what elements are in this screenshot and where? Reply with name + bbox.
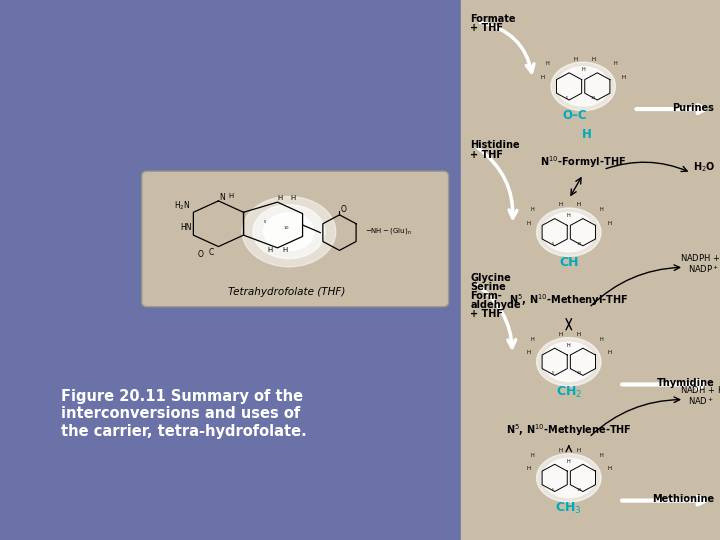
- Text: NADH + H$^+$: NADH + H$^+$: [680, 384, 720, 396]
- Text: + THF: + THF: [470, 309, 503, 320]
- Text: $_5$: $_5$: [565, 95, 569, 102]
- Text: CH: CH: [559, 256, 579, 269]
- Text: $\mathrm{H_2N}$: $\mathrm{H_2N}$: [174, 199, 191, 212]
- Text: HN: HN: [181, 222, 192, 232]
- Text: N: N: [220, 193, 225, 202]
- Text: H: H: [526, 350, 531, 355]
- Text: Methionine: Methionine: [652, 494, 714, 504]
- Text: H: H: [591, 57, 595, 62]
- Text: H: H: [577, 202, 581, 207]
- Text: NAD$^+$: NAD$^+$: [688, 395, 714, 407]
- Text: N$^{10}$-Formyl-THF: N$^{10}$-Formyl-THF: [540, 154, 626, 170]
- Text: Figure 20.11 Summary of the
interconversions and uses of
the carrier, tetra-hydr: Figure 20.11 Summary of the interconvers…: [61, 389, 307, 438]
- Text: H: H: [613, 61, 617, 66]
- Text: Form-: Form-: [470, 291, 502, 301]
- Circle shape: [264, 213, 314, 251]
- Text: + THF: + THF: [470, 150, 503, 160]
- Text: H: H: [559, 332, 563, 337]
- Text: H: H: [545, 61, 549, 66]
- FancyBboxPatch shape: [142, 171, 449, 307]
- Text: H: H: [531, 453, 534, 458]
- Text: Formate: Formate: [470, 14, 516, 24]
- Text: + THF: + THF: [470, 23, 503, 33]
- Text: H: H: [282, 247, 288, 253]
- Text: Tetrahydrofolate (THF): Tetrahydrofolate (THF): [228, 287, 345, 297]
- Text: H: H: [582, 129, 592, 141]
- Text: H: H: [577, 448, 581, 453]
- Text: Glycine: Glycine: [470, 273, 511, 283]
- Text: N$^5$, N$^{10}$-Methenyl-THF: N$^5$, N$^{10}$-Methenyl-THF: [509, 292, 629, 308]
- Circle shape: [551, 62, 616, 111]
- Text: H: H: [621, 75, 626, 80]
- Circle shape: [543, 458, 595, 497]
- Circle shape: [543, 342, 595, 381]
- Text: $_{10}$: $_{10}$: [576, 370, 582, 377]
- Text: Purines: Purines: [672, 103, 714, 112]
- Text: H: H: [290, 194, 295, 200]
- Text: Thymidine: Thymidine: [657, 378, 714, 388]
- Circle shape: [536, 338, 601, 386]
- Text: H: H: [607, 221, 611, 226]
- Text: H: H: [567, 343, 571, 348]
- Text: H: H: [599, 207, 603, 212]
- Text: H: H: [599, 453, 603, 458]
- Text: H: H: [559, 448, 563, 453]
- Text: H: H: [277, 194, 283, 200]
- Circle shape: [557, 67, 609, 106]
- Text: H: H: [559, 202, 563, 207]
- Text: H: H: [267, 247, 273, 253]
- Text: N$^5$, N$^{10}$-Methylene-THF: N$^5$, N$^{10}$-Methylene-THF: [506, 422, 631, 438]
- Circle shape: [253, 205, 325, 259]
- Text: Serine: Serine: [470, 282, 506, 292]
- Bar: [461, 0, 720, 540]
- Text: H: H: [228, 193, 233, 199]
- Text: H: H: [607, 467, 611, 471]
- Text: O: O: [341, 205, 346, 214]
- Circle shape: [543, 213, 595, 252]
- Text: H: H: [526, 221, 531, 226]
- Text: H$_2$O: H$_2$O: [693, 160, 715, 174]
- Text: H: H: [567, 459, 571, 464]
- Text: $_{10}$: $_{10}$: [576, 487, 582, 494]
- Text: H: H: [541, 75, 545, 80]
- Text: H: H: [577, 332, 581, 337]
- Text: $_5$: $_5$: [551, 241, 554, 248]
- Text: $_5$: $_5$: [551, 370, 554, 377]
- Text: C: C: [208, 248, 214, 257]
- Circle shape: [536, 454, 601, 502]
- Text: $_{10}$: $_{10}$: [576, 241, 582, 248]
- Text: CH$_3$: CH$_3$: [556, 501, 582, 516]
- Text: NADPH + H$^+$: NADPH + H$^+$: [680, 252, 720, 264]
- Text: H: H: [607, 350, 611, 355]
- Text: $_5$: $_5$: [263, 219, 267, 226]
- Text: $\mathrm{-NH-(Glu)_n}$: $\mathrm{-NH-(Glu)_n}$: [364, 226, 411, 237]
- Text: H: H: [573, 57, 577, 62]
- Text: O: O: [198, 250, 204, 259]
- Text: $_{10}$: $_{10}$: [590, 95, 596, 102]
- Circle shape: [536, 208, 601, 256]
- Text: CH$_2$: CH$_2$: [556, 384, 582, 400]
- Text: aldehyde: aldehyde: [470, 300, 521, 310]
- Text: H: H: [599, 336, 603, 342]
- Text: NADP$^+$: NADP$^+$: [688, 263, 719, 275]
- Text: H: H: [581, 68, 585, 72]
- Bar: [0, 0, 461, 540]
- Text: H: H: [567, 213, 571, 218]
- Text: O–C: O–C: [562, 109, 587, 122]
- Text: H: H: [526, 467, 531, 471]
- Text: N$^5$-Methyl-THF: N$^5$-Methyl-THF: [528, 538, 609, 540]
- Circle shape: [242, 197, 336, 267]
- Text: $_5$: $_5$: [551, 487, 554, 494]
- Text: $_{10}$: $_{10}$: [283, 225, 289, 232]
- Text: H: H: [531, 207, 534, 212]
- Text: Histidine: Histidine: [470, 140, 520, 151]
- Text: H: H: [531, 336, 534, 342]
